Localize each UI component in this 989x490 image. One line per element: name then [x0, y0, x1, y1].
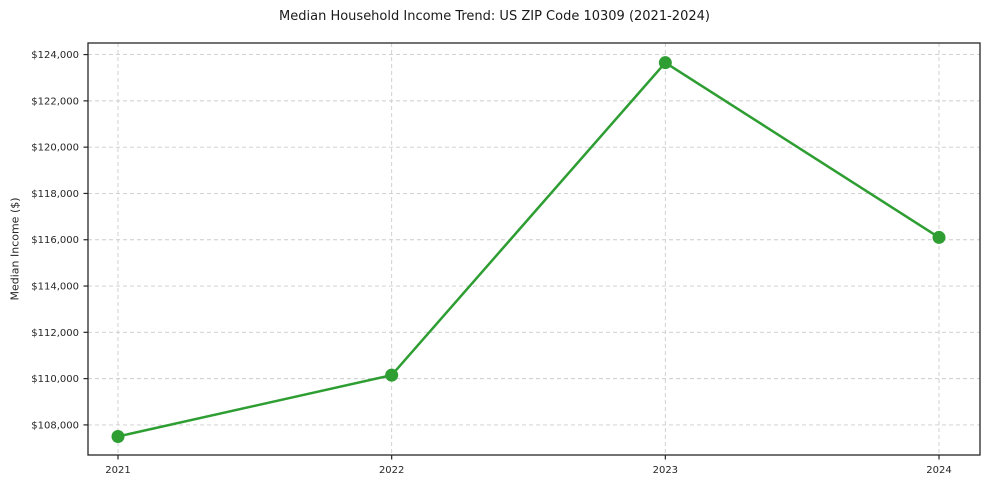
- trend-line: [116, 61, 941, 438]
- chart-title: Median Household Income Trend: US ZIP Co…: [279, 9, 710, 24]
- y-tick-label: $108,000: [31, 420, 79, 431]
- data-point-2022: [385, 368, 399, 382]
- y-tick-label: $120,000: [31, 143, 79, 154]
- y-tick-label: $124,000: [31, 50, 79, 61]
- x-tick-label: 2023: [653, 465, 678, 476]
- tick-layer: [83, 53, 940, 460]
- y-tick-label: $116,000: [31, 235, 79, 246]
- data-point-2024: [932, 230, 946, 244]
- y-tick-label: $114,000: [31, 282, 79, 293]
- label-layer: $108,000 $110,000 $112,000 $114,000 $116,000…: [31, 50, 951, 476]
- series-layer: [111, 56, 946, 443]
- plot-border: [87, 42, 981, 456]
- x-tick-label: 2021: [105, 465, 130, 476]
- y-axis-title: Median Income ($): [8, 197, 22, 301]
- y-tick-label: $118,000: [31, 189, 79, 200]
- data-point-2023: [658, 56, 672, 70]
- y-tick-label: $110,000: [31, 374, 79, 385]
- y-tick-label: $122,000: [31, 96, 79, 107]
- data-point-2021: [111, 429, 125, 443]
- x-tick-label: 2022: [379, 465, 404, 476]
- y-tick-label: $112,000: [31, 328, 79, 339]
- grid-layer: [88, 43, 980, 455]
- x-tick-label: 2024: [926, 465, 951, 476]
